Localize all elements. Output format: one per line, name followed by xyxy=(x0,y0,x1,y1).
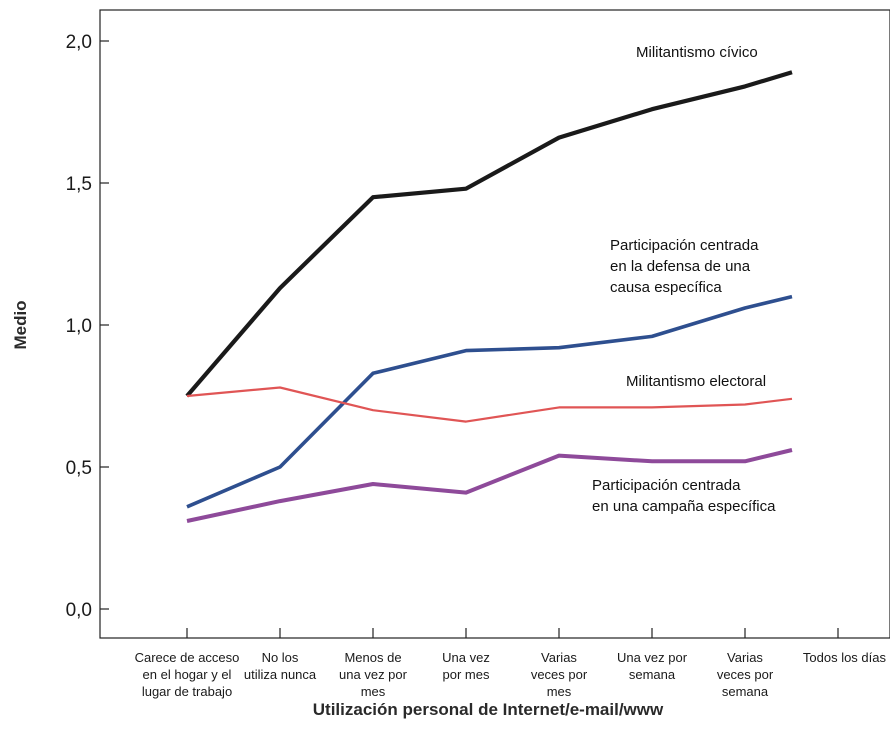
y-tick-label: 1,5 xyxy=(66,174,92,195)
series-line xyxy=(186,448,793,523)
series-label: Militantismo cívico xyxy=(636,44,758,61)
plot-frame xyxy=(99,9,890,639)
y-tick-label: 2,0 xyxy=(66,32,92,53)
x-tick-label: Una vez por mes xyxy=(442,650,490,682)
series-labels: Militantismo cívico Participación centrad… xyxy=(592,44,776,515)
y-axis-ticks: 0,0 0,5 1,0 1,5 2,0 xyxy=(66,32,109,621)
x-axis-title: Utilización personal de Internet/e-mail/… xyxy=(313,700,664,719)
x-tick-label: Varias veces por mes xyxy=(531,650,588,699)
series-lines xyxy=(185,70,793,523)
series-line xyxy=(186,294,793,509)
x-tick-label: Menos de una vez por mes xyxy=(339,650,408,699)
series-line xyxy=(186,386,793,423)
x-tick-label: Carece de acceso en el hogar y el lugar de… xyxy=(135,650,240,699)
y-axis-title: Medio xyxy=(11,300,30,349)
series-label: Participación centrada en una campaña esp… xyxy=(592,477,776,515)
series-label: Militantismo electoral xyxy=(626,373,766,390)
x-axis-ticks: Carece de acceso en el hogar y el lugar de… xyxy=(135,628,887,699)
x-tick-label: Todos los días xyxy=(803,650,887,665)
y-tick-label: 0,5 xyxy=(66,458,92,479)
x-tick-label: Varias veces por semana xyxy=(717,650,774,699)
x-tick-label: Una vez por semana xyxy=(617,650,688,682)
series-label: Participación centrada en la defensa de u… xyxy=(610,237,759,296)
y-tick-label: 1,0 xyxy=(66,316,92,337)
x-tick-label: No los utiliza nunca xyxy=(244,650,317,682)
y-tick-label: 0,0 xyxy=(66,600,92,621)
series-line xyxy=(185,70,793,398)
